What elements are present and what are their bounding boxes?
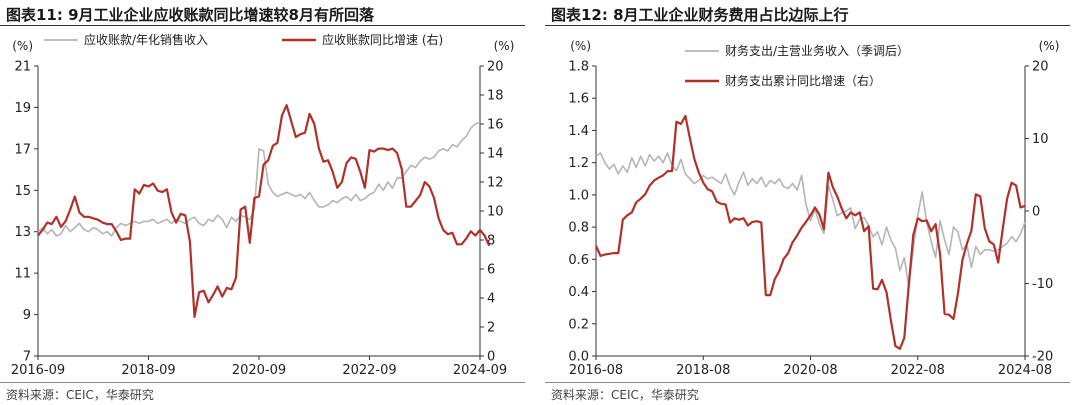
y-left-tick-label: 1.0 bbox=[568, 188, 589, 203]
y-left-tick-label: 0.4 bbox=[568, 285, 589, 300]
x-tick-label: 2016-08 bbox=[569, 363, 623, 378]
y-right-tick-label: 10 bbox=[487, 205, 504, 220]
y-left-tick-label: 17 bbox=[14, 142, 31, 157]
y-left-tick-label: 0.6 bbox=[568, 253, 589, 268]
y-left-tick-label: 21 bbox=[14, 60, 31, 75]
y-right-tick-label: -20 bbox=[1032, 350, 1053, 365]
x-tick-label: 2016-09 bbox=[11, 363, 65, 378]
chart-panel-right: 图表12: 8月工业企业财务费用占比边际上行 (%) (%) 0.0 0.2 0.4 0.… bbox=[545, 0, 1075, 405]
chart-panel-left: 图表11: 9月工业企业应收账款同比增速较8月有所回落 (%) (%) 7 9 11 13… bbox=[0, 0, 530, 405]
chart-source: 资料来源：CEIC，华泰研究 bbox=[551, 388, 699, 402]
y-left-unit: (%) bbox=[12, 39, 33, 53]
y-left-tick-label: 15 bbox=[14, 184, 31, 199]
y-left-tick-label: 0.0 bbox=[568, 350, 589, 365]
y-right-tick-label: 4 bbox=[487, 292, 495, 307]
y-right-tick-label: 16 bbox=[487, 118, 504, 133]
y-left-unit: (%) bbox=[570, 39, 591, 53]
y-right-tick-label: 14 bbox=[487, 147, 504, 162]
y-left-tick-label: 13 bbox=[14, 225, 31, 240]
y-right-unit: (%) bbox=[494, 39, 515, 53]
y-right-tick-label: 12 bbox=[487, 176, 504, 191]
title-divider bbox=[545, 25, 1070, 26]
x-tick-label: 2024-09 bbox=[453, 363, 507, 378]
y-right-unit: (%) bbox=[1039, 39, 1060, 53]
y-left-tick-label: 9 bbox=[23, 308, 31, 323]
x-tick-label: 2018-09 bbox=[121, 363, 175, 378]
x-tick-label: 2020-09 bbox=[232, 363, 286, 378]
chart-plot-right: (%) (%) 0.0 0.2 0.4 0.6 0.8 1.0 1.2 1.4 1.6 1.8 -20 -… bbox=[568, 39, 1060, 378]
y-left-tick-label: 7 bbox=[23, 350, 31, 365]
y-right-tick-label: 0 bbox=[487, 350, 495, 365]
y-right-tick-label: 8 bbox=[487, 234, 495, 249]
series-line-red bbox=[37, 104, 491, 318]
x-tick-label: 2018-08 bbox=[676, 363, 730, 378]
title-divider bbox=[0, 25, 525, 26]
y-right-tick-label: 18 bbox=[487, 89, 504, 104]
legend-label: 应收账款同比增速 (右) bbox=[322, 32, 443, 47]
y-right-tick-label: 20 bbox=[487, 60, 504, 75]
chart-title: 图表11: 9月工业企业应收账款同比增速较8月有所回落 bbox=[6, 6, 374, 24]
y-left-tick-label: 11 bbox=[14, 267, 31, 282]
y-left-tick-label: 1.6 bbox=[568, 92, 589, 107]
x-tick-label: 2022-08 bbox=[891, 363, 945, 378]
x-tick-label: 2024-08 bbox=[998, 363, 1052, 378]
chart-source: 资料来源：CEIC，华泰研究 bbox=[6, 388, 154, 402]
y-right-tick-label: 6 bbox=[487, 263, 495, 278]
series-line-red bbox=[594, 114, 1026, 350]
series-line-gray bbox=[595, 152, 1026, 288]
y-left-tick-label: 0.8 bbox=[568, 221, 589, 236]
source-divider bbox=[0, 382, 525, 383]
y-left-tick-label: 0.2 bbox=[568, 317, 589, 332]
y-right-tick-label: 20 bbox=[1032, 60, 1049, 75]
y-left-tick-label: 1.2 bbox=[568, 156, 589, 171]
x-tick-label: 2020-08 bbox=[783, 363, 837, 378]
y-right-tick-label: 0 bbox=[1032, 205, 1040, 220]
y-right-tick-label: 10 bbox=[1032, 132, 1049, 147]
x-tick-label: 2022-09 bbox=[342, 363, 396, 378]
y-left-tick-label: 1.8 bbox=[568, 60, 589, 75]
chart-plot-left: (%) (%) 7 9 11 13 15 17 19 21 0 2 4 6 8 10 12 14 16 18 20 201… bbox=[11, 32, 515, 378]
y-left-tick-label: 1.4 bbox=[568, 124, 589, 139]
y-right-tick-label: 2 bbox=[487, 321, 495, 336]
legend-label: 财务支出/主营业务收入（季调后） bbox=[725, 43, 909, 58]
series-line-gray bbox=[37, 121, 481, 237]
chart-title: 图表12: 8月工业企业财务费用占比边际上行 bbox=[551, 6, 849, 24]
y-right-tick-label: -10 bbox=[1032, 277, 1053, 292]
legend-label: 应收账款/年化销售收入 bbox=[84, 32, 208, 47]
source-divider bbox=[545, 382, 1070, 383]
y-left-tick-label: 19 bbox=[14, 101, 31, 116]
legend-label: 财务支出累计同比增速（右） bbox=[725, 73, 881, 88]
